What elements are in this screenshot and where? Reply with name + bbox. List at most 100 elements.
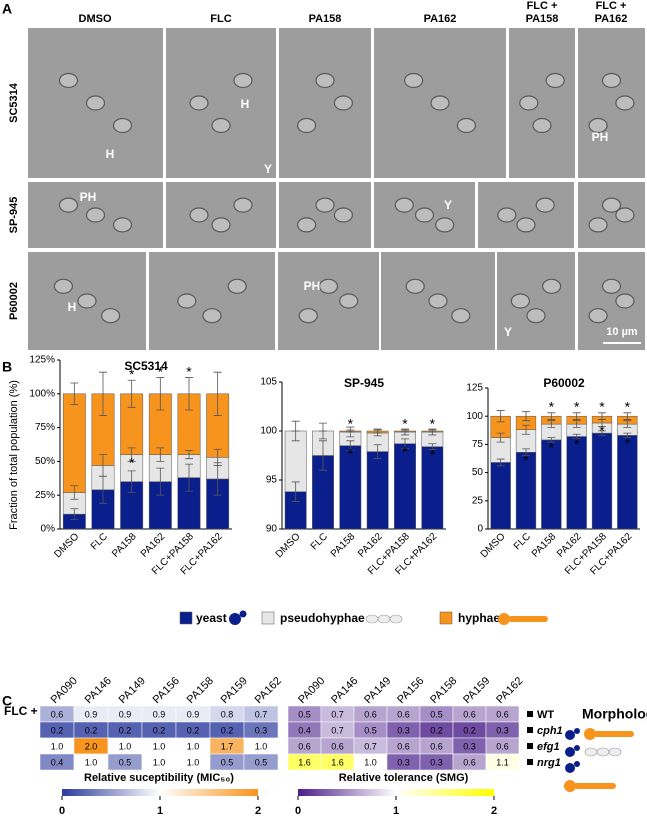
legend-label: hyphae: [458, 611, 500, 625]
x-tick-label: PA158: [530, 531, 559, 560]
row-label: SP-945: [8, 197, 20, 234]
colorbar-tick-label: 2: [255, 805, 261, 817]
cell-label: 1.7: [221, 741, 234, 751]
cell-label: 0.2: [430, 725, 443, 735]
error-bar: [401, 429, 409, 433]
image-annotation: H: [106, 147, 115, 161]
cell: [615, 207, 635, 223]
cell-label: 0.9: [85, 709, 98, 719]
error-bar: [522, 411, 530, 422]
image-annotation: PH: [80, 190, 97, 204]
image-annotation: Y: [264, 162, 272, 176]
y-tick-label: 50%: [35, 456, 55, 467]
significance-star: *: [348, 445, 354, 461]
significance-star: *: [402, 443, 408, 459]
cell-label: 0.4: [298, 725, 311, 735]
heatmap-cell: [485, 753, 520, 771]
error-bar: [623, 432, 632, 439]
error-bar: [572, 412, 581, 420]
legend-icon: [389, 614, 403, 624]
cell: [526, 308, 546, 324]
significance-star: *: [599, 423, 605, 439]
error-bar: [496, 432, 505, 443]
column-label: PA090: [49, 675, 80, 706]
y-tick-label: 0: [477, 524, 483, 535]
cell: [545, 72, 565, 89]
micrograph: [149, 252, 275, 350]
cell: [315, 72, 335, 89]
significance-star: *: [158, 363, 164, 379]
error-bar: [127, 447, 136, 462]
cell: [435, 217, 455, 233]
error-bar: [623, 420, 632, 428]
significance-star: *: [625, 399, 631, 415]
cell-label: 1.0: [187, 741, 200, 751]
error-bar: [428, 429, 437, 433]
cell-label: 0.3: [496, 725, 509, 735]
significance-star: *: [186, 363, 192, 379]
error-bar: [346, 440, 355, 451]
column-label: PA090: [296, 675, 327, 706]
cell: [601, 72, 622, 89]
cell-label: 1.1: [496, 757, 509, 767]
cell: [394, 197, 414, 213]
error-bar: [547, 412, 556, 420]
error-bar: [156, 447, 165, 462]
significance-star: *: [625, 435, 631, 451]
morphology-title: Morphology: [582, 706, 647, 722]
heatmap-xlabel: Relative tolerance (SMG): [339, 772, 469, 784]
cell: [112, 217, 133, 233]
cell: [53, 278, 74, 294]
cell-label: 1.0: [153, 757, 166, 767]
cell: [315, 197, 335, 213]
cell-label: 0.9: [153, 709, 166, 719]
error-bar: [522, 448, 530, 457]
cell-label: 0.5: [255, 757, 268, 767]
cell: [58, 197, 79, 213]
cell-label: 1.0: [153, 741, 166, 751]
colorbars: [62, 789, 494, 796]
legend-icon: [365, 614, 379, 624]
image-annotation: Y: [444, 198, 452, 212]
cell: [85, 95, 106, 111]
cell-label: 0.3: [397, 725, 410, 735]
legend-icon: [377, 614, 391, 624]
cell-label: 1.6: [298, 757, 311, 767]
cell: [189, 95, 209, 111]
y-tick-label: 90: [266, 524, 278, 535]
cell-label: 0.3: [397, 757, 410, 767]
cell-label: 1.0: [364, 757, 377, 767]
y-tick-label: 95: [266, 475, 278, 486]
column-label: PA146: [329, 675, 360, 706]
legend-swatch: [439, 611, 453, 625]
cell-label: 0.2: [221, 725, 234, 735]
cell: [404, 72, 424, 89]
column-header: DMSO: [79, 13, 112, 25]
cell-label: 0.6: [397, 709, 410, 719]
cell: [100, 308, 121, 324]
cell: [333, 95, 353, 111]
morphology-icons: [564, 728, 634, 792]
cell-label: 1.0: [187, 757, 200, 767]
cell-label: 0.6: [463, 757, 476, 767]
cell-label: 0.5: [298, 709, 311, 719]
error-bar: [70, 508, 79, 520]
cell: [497, 207, 517, 223]
micrograph: [278, 252, 379, 350]
cell: [588, 308, 608, 324]
micrograph: [478, 182, 574, 248]
column-label: PA149: [117, 675, 148, 706]
cell-label: 0.4: [51, 757, 64, 767]
panel-label: C: [2, 693, 12, 709]
cell: [297, 217, 317, 233]
cell: [211, 117, 231, 134]
micrograph: [166, 28, 276, 178]
micrograph: [166, 182, 276, 248]
chart-title: SC5314: [124, 359, 168, 373]
cell: [297, 117, 317, 134]
chart-title: SP-945: [344, 376, 384, 390]
cell-label: 0.8: [221, 709, 234, 719]
cell: [456, 117, 476, 134]
error-bar: [70, 485, 79, 500]
cell-label: 0.3: [255, 725, 268, 735]
